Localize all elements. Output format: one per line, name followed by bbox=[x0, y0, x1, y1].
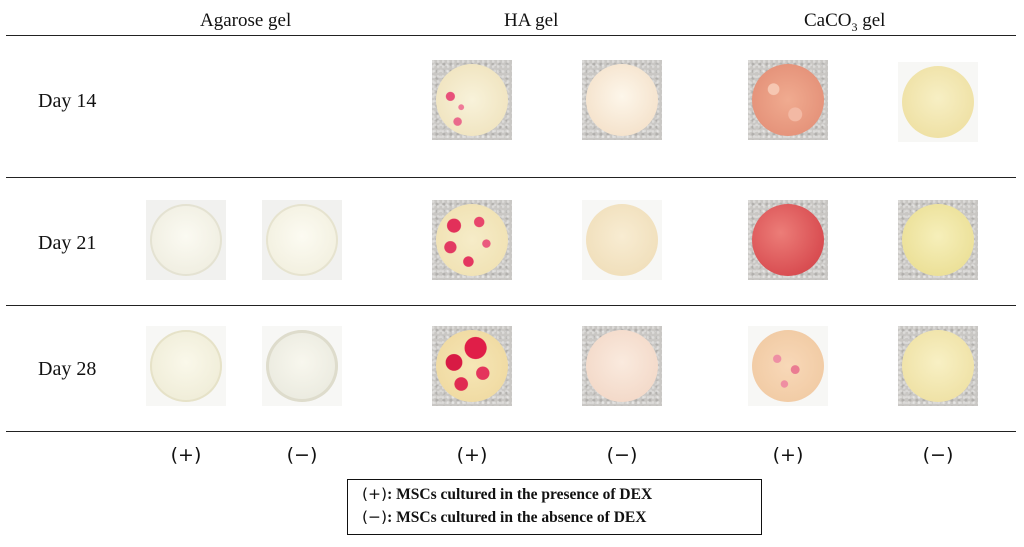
caco3-minus-day21-photo bbox=[898, 200, 978, 280]
column-header-agarose-gel: Agarose gel bbox=[200, 10, 292, 31]
ha-plus-day14-photo bbox=[432, 60, 512, 140]
row-divider-day14 bbox=[6, 177, 1016, 178]
column-header-ha-gel: HA gel bbox=[504, 10, 559, 31]
legend-minus-entry: (−): MSCs cultured in the absence of DEX bbox=[362, 506, 761, 529]
header-divider bbox=[6, 35, 1016, 36]
legend-plus-entry: (+): MSCs cultured in the presence of DE… bbox=[362, 483, 761, 506]
agarose-minus-day21-photo bbox=[262, 200, 342, 280]
legend-plus-text: : MSCs cultured in the presence of DEX bbox=[387, 486, 653, 503]
legend-minus-text: : MSCs cultured in the absence of DEX bbox=[387, 509, 647, 526]
row-label-day21: Day 21 bbox=[38, 232, 97, 254]
ha-minus-day21-photo bbox=[582, 200, 662, 280]
caco3-minus-day14-photo bbox=[898, 62, 978, 142]
ha-plus-marker: (+) bbox=[456, 444, 488, 466]
legend-plus-marker: (+) bbox=[362, 485, 388, 503]
legend-minus-marker: (−) bbox=[362, 508, 388, 526]
agarose-plus-marker: (+) bbox=[170, 444, 202, 466]
caco3-plus-day28-photo bbox=[748, 326, 828, 406]
caco3-minus-day28-photo bbox=[898, 326, 978, 406]
agarose-minus-day28-photo bbox=[262, 326, 342, 406]
agarose-plus-day28-photo bbox=[146, 326, 226, 406]
caco3-plus-day14-photo bbox=[748, 60, 828, 140]
ha-minus-marker: (−) bbox=[606, 444, 638, 466]
ha-plus-day28-photo bbox=[432, 326, 512, 406]
row-label-day28: Day 28 bbox=[38, 358, 97, 380]
caco3-plus-day21-photo bbox=[748, 200, 828, 280]
row-divider-day21 bbox=[6, 305, 1016, 306]
caco3-subscript: 3 bbox=[851, 19, 858, 34]
ha-minus-day14-photo bbox=[582, 60, 662, 140]
caco3-plus-marker: (+) bbox=[772, 444, 804, 466]
legend-box: (+): MSCs cultured in the presence of DE… bbox=[347, 479, 762, 535]
column-header-caco3-gel: CaCO3 gel bbox=[804, 10, 885, 35]
caco3-prefix-text: CaCO bbox=[804, 10, 852, 31]
row-divider-day28 bbox=[6, 431, 1016, 432]
caco3-suffix-text: gel bbox=[857, 10, 886, 31]
row-label-day14: Day 14 bbox=[38, 90, 97, 112]
agarose-minus-marker: (−) bbox=[286, 444, 318, 466]
ha-plus-day21-photo bbox=[432, 200, 512, 280]
caco3-minus-marker: (−) bbox=[922, 444, 954, 466]
ha-minus-day28-photo bbox=[582, 326, 662, 406]
agarose-plus-day21-photo bbox=[146, 200, 226, 280]
